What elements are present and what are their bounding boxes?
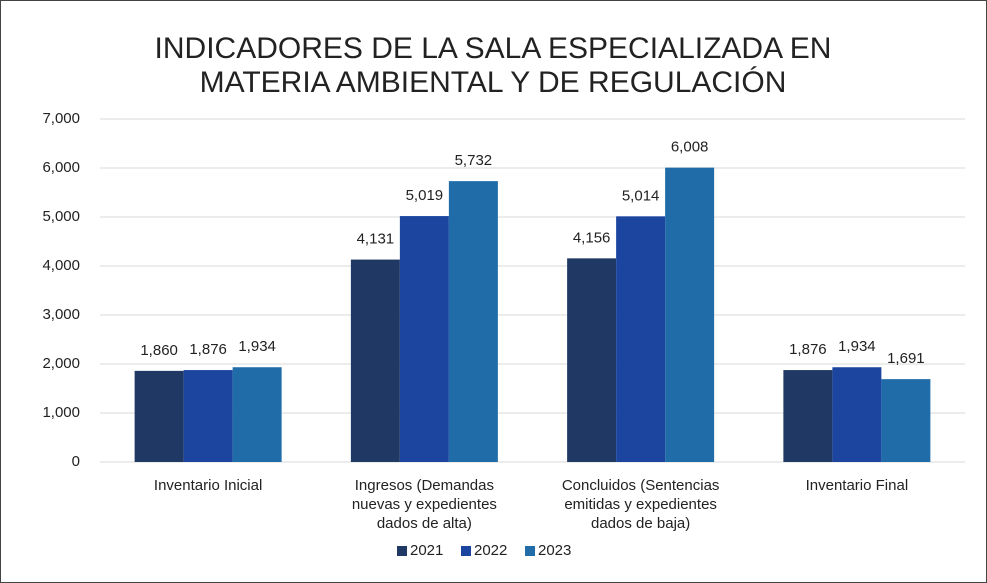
legend-label: 2022	[474, 542, 507, 559]
bar	[183, 370, 233, 462]
bar	[350, 259, 400, 462]
bar	[832, 367, 882, 462]
y-tick-label: 3,000	[42, 306, 80, 323]
y-tick-label: 6,000	[42, 159, 80, 176]
data-label: 4,131	[357, 231, 395, 248]
y-tick-label: 0	[72, 453, 80, 470]
data-label: 1,860	[140, 342, 178, 359]
x-tick-label: Ingresos (Demandas nuevas y expedientes da…	[352, 477, 497, 532]
bar	[399, 216, 449, 462]
x-tick-label: Concluidos (Sentencias emitidas y expedie…	[562, 477, 720, 532]
chart-title: INDICADORES DE LA SALA ESPECIALIZADA EN M…	[155, 32, 832, 99]
data-label: 5,019	[406, 187, 444, 204]
data-label: 1,691	[887, 350, 925, 367]
legend-label: 2021	[410, 542, 443, 559]
data-label: 1,934	[838, 338, 876, 355]
data-label: 1,876	[789, 341, 827, 358]
bar	[881, 379, 931, 462]
legend-swatch	[525, 546, 535, 556]
legend-swatch	[461, 546, 471, 556]
bar	[616, 216, 666, 462]
data-label: 1,934	[238, 338, 276, 355]
y-tick-label: 5,000	[42, 208, 80, 225]
y-tick-label: 2,000	[42, 355, 80, 372]
bar	[665, 167, 715, 462]
bar	[567, 258, 617, 462]
y-tick-label: 1,000	[42, 404, 80, 421]
bar	[232, 367, 282, 462]
data-label: 6,008	[671, 139, 709, 156]
data-label: 5,732	[455, 152, 493, 169]
bar	[134, 370, 184, 462]
x-tick-label: Inventario Inicial	[154, 477, 262, 494]
data-label: 4,156	[573, 229, 611, 246]
x-tick-label: Inventario Final	[806, 477, 909, 494]
bar	[448, 181, 498, 462]
data-label: 5,014	[622, 187, 660, 204]
legend-swatch	[397, 546, 407, 556]
legend-label: 2023	[538, 542, 571, 559]
data-label: 1,876	[189, 341, 227, 358]
y-tick-label: 7,000	[42, 110, 80, 127]
bar	[783, 370, 833, 462]
y-tick-label: 4,000	[42, 257, 80, 274]
